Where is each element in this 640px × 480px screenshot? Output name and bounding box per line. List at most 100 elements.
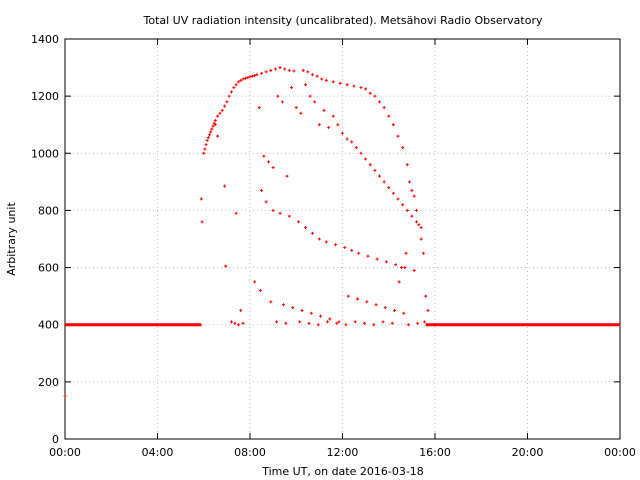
data-point: [203, 147, 207, 151]
data-point: [292, 69, 296, 73]
y-tick-label: 1000: [31, 147, 59, 160]
data-point: [350, 140, 354, 144]
data-point: [233, 321, 237, 325]
data-point: [260, 71, 264, 75]
data-point: [356, 297, 360, 301]
data-point: [309, 311, 313, 315]
data-point: [278, 66, 282, 70]
data-point: [417, 223, 421, 227]
x-tick-label: 00:00: [604, 446, 636, 459]
data-point: [218, 111, 222, 115]
data-point: [378, 100, 381, 104]
data-point: [421, 251, 425, 255]
data-point: [269, 68, 273, 72]
data-point: [246, 76, 250, 80]
data-point: [258, 288, 262, 292]
data-point: [393, 308, 397, 312]
data-point: [278, 211, 282, 215]
grid-lines: [65, 39, 620, 439]
data-point: [225, 100, 229, 104]
data-point: [396, 197, 400, 201]
data-point: [298, 320, 302, 324]
data-point: [287, 68, 291, 72]
x-tick-label: 20:00: [512, 446, 544, 459]
data-point: [213, 123, 217, 127]
data-point: [253, 280, 257, 284]
data-point: [264, 200, 268, 204]
data-point: [387, 114, 391, 118]
data-point: [230, 90, 233, 94]
data-point: [273, 67, 277, 71]
data-point: [325, 320, 329, 324]
y-tick-label: 800: [38, 204, 59, 217]
data-point: [236, 323, 240, 327]
data-point: [373, 168, 377, 172]
data-point: [350, 248, 354, 252]
data-point: [313, 100, 317, 104]
data-point: [353, 320, 357, 324]
y-tick-label: 1200: [31, 90, 59, 103]
data-point: [280, 100, 284, 104]
data-point: [211, 124, 215, 128]
data-point: [255, 73, 259, 77]
data-point: [381, 320, 385, 324]
data-point: [304, 83, 307, 87]
data-point: [354, 146, 358, 150]
data-point: [248, 75, 252, 79]
data-point: [204, 143, 208, 147]
data-point: [405, 163, 409, 167]
data-point: [383, 306, 387, 310]
data-point: [357, 251, 361, 255]
data-point: [336, 123, 340, 127]
data-point: [368, 163, 372, 167]
data-point: [328, 317, 332, 321]
data-point: [324, 78, 328, 82]
data-point: [213, 118, 217, 122]
data-point: [352, 84, 356, 88]
data-point: [396, 134, 400, 138]
data-point: [415, 220, 418, 224]
data-point: [199, 197, 203, 201]
data-point: [334, 243, 338, 247]
data-point: [405, 208, 409, 212]
data-point: [319, 314, 323, 318]
data-point: [419, 237, 423, 241]
y-tick-label: 400: [38, 319, 59, 332]
data-point: [359, 151, 363, 155]
data-point: [271, 208, 275, 212]
data-point: [317, 123, 321, 127]
data-point: [374, 303, 378, 307]
data-point: [344, 323, 348, 327]
data-point: [264, 70, 268, 74]
data-point: [283, 67, 287, 71]
data-point: [300, 308, 304, 312]
data-point: [301, 68, 305, 72]
data-point: [253, 74, 257, 78]
data-point: [310, 231, 314, 235]
data-point: [260, 188, 264, 192]
x-axis: 00:00 04:00 08:00 12:00 16:00 20:00 00:00: [49, 39, 636, 459]
data-point: [394, 263, 398, 267]
data-point: [267, 160, 270, 164]
data-point: [391, 191, 395, 195]
data-point: [269, 300, 273, 304]
data-point: [406, 323, 410, 327]
data-point: [341, 131, 344, 135]
y-tick-label: 0: [52, 433, 59, 446]
data-point: [359, 86, 363, 90]
data-point: [216, 114, 220, 118]
data-point: [63, 394, 67, 398]
data-point: [239, 308, 243, 312]
data-point: [408, 180, 412, 184]
data-points: [63, 66, 620, 398]
data-point: [241, 77, 245, 81]
data-point: [317, 237, 321, 241]
data-point: [210, 127, 214, 131]
data-point: [345, 137, 349, 141]
data-point: [206, 136, 210, 140]
data-point: [234, 211, 238, 215]
data-point: [401, 146, 405, 150]
data-point: [236, 80, 240, 84]
data-point: [227, 94, 231, 98]
